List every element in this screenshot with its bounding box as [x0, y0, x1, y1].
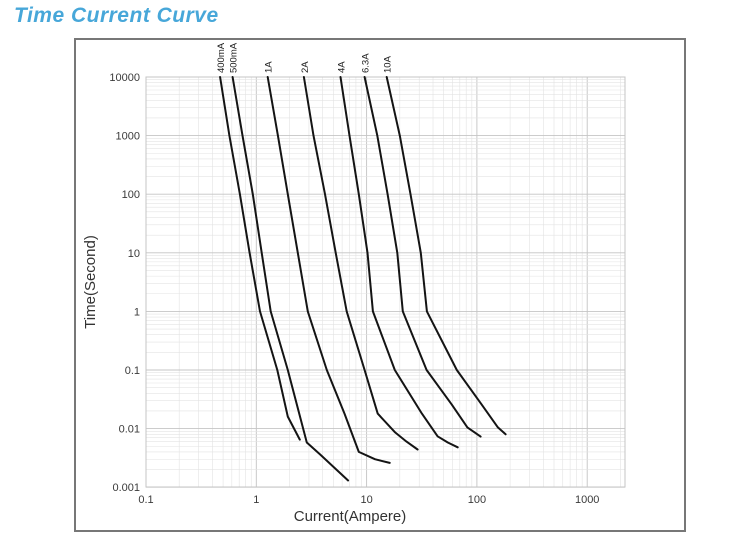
page-title: Time Current Curve	[14, 4, 219, 27]
time-current-chart: 400mA 500mA 1A 2A 4A 6.3A 10A 0.1 1 10 100 1000100…	[82, 42, 626, 525]
x-tick-label: 1000	[575, 494, 599, 506]
curve-label-400mA: 400mA	[216, 42, 227, 73]
grid	[145, 76, 626, 488]
curve-4A	[339, 76, 459, 449]
y-tick-label: 10	[128, 248, 140, 260]
axis-ticks: 0.1 1 10 100 1000 10000 1000 100 10 1 0.1 0.01 0.001	[109, 72, 599, 506]
y-tick-label: 10000	[109, 72, 140, 84]
x-tick-label: 100	[468, 494, 486, 506]
y-tick-label: 1	[134, 306, 140, 318]
curve-label-4A: 4A	[337, 61, 348, 73]
curve-label-10A: 10A	[383, 55, 394, 73]
x-axis-label: Current(Ampere)	[294, 508, 407, 525]
y-tick-label: 0.1	[125, 365, 140, 377]
curve-label-2A: 2A	[300, 61, 311, 73]
y-tick-label: 100	[122, 189, 140, 201]
y-tick-label: 0.001	[112, 482, 140, 494]
curve-label-6.3A: 6.3A	[361, 53, 372, 73]
x-tick-label: 1	[253, 494, 259, 506]
curve-label-1A: 1A	[264, 61, 275, 73]
curve-10A	[385, 76, 507, 436]
curves: 400mA 500mA 1A 2A 4A 6.3A 10A	[216, 42, 507, 482]
grid-border	[145, 76, 626, 488]
x-tick-label: 0.1	[138, 494, 153, 506]
curve-500mA	[231, 76, 350, 482]
y-tick-label: 0.01	[119, 424, 140, 436]
y-tick-label: 1000	[116, 131, 140, 143]
curve-2A	[302, 76, 419, 451]
y-axis-label: Time(Second)	[82, 235, 99, 329]
curve-1A	[266, 76, 391, 464]
x-tick-label: 10	[360, 494, 372, 506]
curve-400mA	[219, 76, 301, 441]
curve-label-500mA: 500mA	[229, 42, 240, 73]
curve-6.3A	[363, 76, 482, 438]
chart-panel: 400mA 500mA 1A 2A 4A 6.3A 10A 0.1 1 10 100 1000 100…	[74, 38, 686, 532]
